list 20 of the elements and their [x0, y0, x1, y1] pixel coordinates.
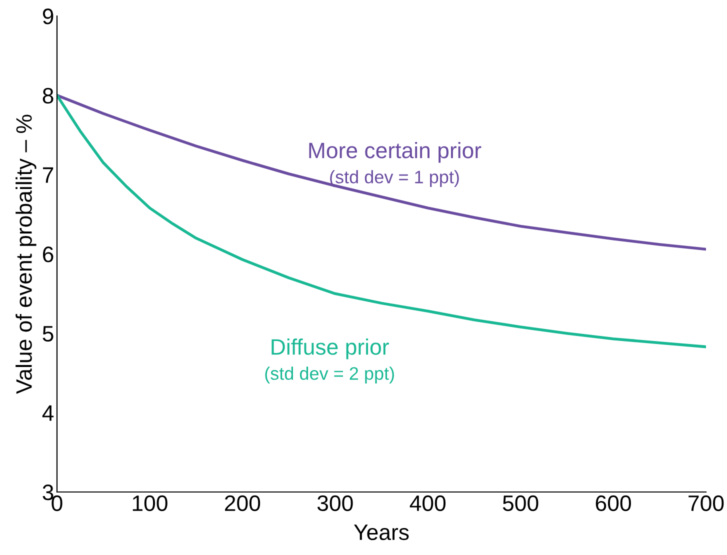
y-axis-title: Value of event probaility – %	[16, 114, 36, 394]
x-tick-label: 0	[52, 495, 62, 512]
x-axis-title: Years	[354, 524, 409, 540]
y-tick-label: 9	[42, 8, 54, 24]
y-tick-label: 3	[42, 484, 54, 500]
x-tick-label: 300	[317, 495, 353, 512]
series-label: Diffuse prior (std dev = 2 ppt)	[265, 338, 394, 384]
x-tick-label: 200	[225, 495, 260, 512]
series-label: More certain prior (std dev = 1 ppt)	[309, 142, 482, 187]
y-tick-label: 5	[42, 326, 54, 342]
y-tick-label: 8	[42, 88, 54, 104]
line-series	[57, 94, 706, 251]
y-tick-label: 6	[42, 246, 54, 262]
x-tick-label: 600	[596, 495, 631, 512]
x-tick-label: 700	[688, 495, 724, 512]
y-tick-label: 7	[43, 167, 54, 183]
x-tick-label: 400	[410, 495, 446, 512]
y-tick-label: 4	[42, 405, 54, 421]
x-tick-label: 100	[132, 495, 168, 512]
x-tick-label: 500	[502, 495, 538, 512]
